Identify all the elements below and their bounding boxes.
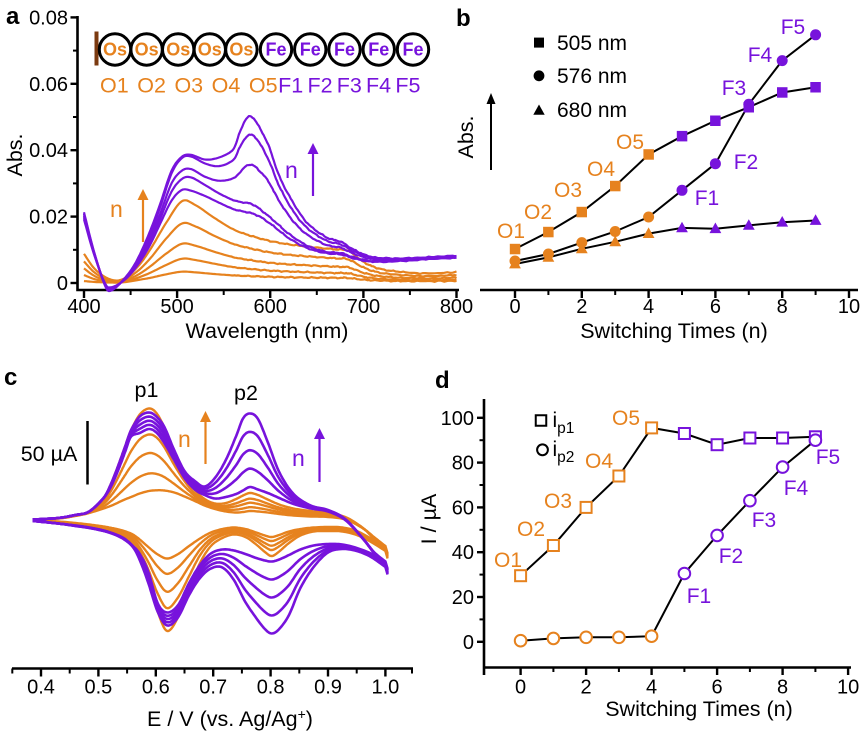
svg-text:0.7: 0.7: [199, 677, 227, 699]
svg-text:E / V (vs. Ag/Ag+): E / V (vs. Ag/Ag+): [147, 706, 313, 731]
svg-text:2: 2: [576, 296, 587, 318]
svg-text:0: 0: [509, 296, 520, 318]
svg-text:80: 80: [452, 453, 474, 475]
svg-text:1.0: 1.0: [371, 677, 399, 699]
svg-text:d: d: [435, 367, 450, 394]
svg-text:O5: O5: [249, 74, 278, 98]
svg-text:0.4: 0.4: [27, 677, 55, 699]
svg-text:O5: O5: [612, 407, 640, 430]
svg-text:O3: O3: [174, 74, 203, 98]
svg-text:Switching Times (n): Switching Times (n): [605, 697, 793, 721]
svg-text:O2: O2: [524, 201, 552, 224]
svg-text:F2: F2: [734, 151, 759, 174]
svg-text:n: n: [292, 445, 305, 471]
svg-text:O2: O2: [517, 518, 545, 541]
svg-text:F5: F5: [395, 74, 420, 98]
svg-text:800: 800: [440, 296, 473, 318]
svg-text:O1: O1: [494, 549, 522, 572]
svg-text:O5: O5: [616, 131, 644, 154]
svg-text:F5: F5: [816, 446, 841, 469]
svg-text:10: 10: [838, 296, 860, 318]
svg-text:0: 0: [463, 632, 474, 654]
svg-text:n: n: [110, 196, 123, 222]
svg-text:500: 500: [160, 296, 193, 318]
svg-text:2: 2: [581, 677, 592, 699]
svg-text:8: 8: [777, 296, 788, 318]
svg-text:0: 0: [57, 273, 68, 295]
svg-text:20: 20: [452, 587, 474, 609]
svg-text:Os: Os: [166, 40, 190, 60]
svg-text:0.8: 0.8: [257, 677, 285, 699]
svg-text:0.08: 0.08: [29, 7, 68, 29]
svg-text:F2: F2: [307, 74, 332, 98]
svg-text:600: 600: [254, 296, 287, 318]
svg-text:a: a: [6, 3, 20, 30]
svg-text:0.9: 0.9: [314, 677, 342, 699]
svg-text:F4: F4: [366, 74, 391, 98]
svg-text:10: 10: [837, 677, 859, 699]
svg-text:O4: O4: [587, 158, 615, 181]
svg-text:6: 6: [712, 677, 723, 699]
svg-text:p1: p1: [135, 378, 159, 402]
svg-text:6: 6: [710, 296, 721, 318]
svg-text:0.5: 0.5: [84, 677, 112, 699]
svg-text:Abs.: Abs.: [454, 115, 478, 158]
svg-text:I / µA: I / µA: [417, 493, 441, 544]
svg-text:F1: F1: [278, 74, 303, 98]
svg-text:c: c: [4, 364, 17, 391]
svg-text:F3: F3: [752, 509, 777, 532]
svg-text:F3: F3: [337, 74, 362, 98]
svg-text:O4: O4: [212, 74, 241, 98]
svg-text:Abs.: Abs.: [3, 133, 27, 176]
svg-text:Os: Os: [198, 40, 222, 60]
svg-text:0.06: 0.06: [29, 74, 68, 96]
svg-text:50 µA: 50 µA: [21, 442, 78, 466]
svg-text:b: b: [456, 5, 471, 32]
svg-text:O3: O3: [544, 490, 572, 513]
svg-text:Os: Os: [229, 40, 253, 60]
svg-text:Fe: Fe: [300, 40, 321, 60]
svg-text:O1: O1: [497, 220, 525, 243]
svg-text:O2: O2: [137, 74, 166, 98]
svg-text:F4: F4: [784, 477, 809, 500]
svg-text:Fe: Fe: [368, 40, 389, 60]
svg-text:F2: F2: [719, 545, 744, 568]
svg-text:8: 8: [777, 677, 788, 699]
svg-text:F5: F5: [781, 16, 806, 39]
svg-text:60: 60: [452, 497, 474, 519]
svg-text:Switching Times (n): Switching Times (n): [580, 319, 768, 343]
svg-text:0.6: 0.6: [142, 677, 170, 699]
svg-text:700: 700: [347, 296, 380, 318]
svg-text:40: 40: [452, 542, 474, 564]
svg-text:Os: Os: [103, 40, 127, 60]
svg-text:Wavelength (nm): Wavelength (nm): [186, 319, 349, 343]
svg-text:4: 4: [646, 677, 657, 699]
svg-text:Fe: Fe: [265, 40, 286, 60]
svg-text:O3: O3: [554, 179, 582, 202]
svg-text:505 nm: 505 nm: [557, 32, 627, 55]
svg-text:Os: Os: [135, 40, 159, 60]
svg-text:O1: O1: [100, 74, 129, 98]
svg-text:F3: F3: [722, 77, 747, 100]
svg-text:O4: O4: [585, 450, 613, 473]
svg-text:F1: F1: [695, 187, 720, 210]
svg-text:576 nm: 576 nm: [557, 65, 627, 88]
svg-text:100: 100: [441, 408, 474, 430]
svg-text:n: n: [285, 157, 298, 183]
svg-text:Fe: Fe: [334, 40, 355, 60]
svg-text:F1: F1: [687, 585, 712, 608]
svg-text:n: n: [178, 426, 191, 452]
svg-text:400: 400: [67, 296, 100, 318]
svg-text:0.02: 0.02: [29, 207, 68, 229]
svg-text:0: 0: [515, 677, 526, 699]
svg-text:Fe: Fe: [402, 40, 423, 60]
svg-text:F4: F4: [748, 44, 773, 67]
svg-text:p2: p2: [234, 381, 258, 405]
svg-text:0.04: 0.04: [29, 140, 68, 162]
svg-text:4: 4: [643, 296, 654, 318]
svg-text:680 nm: 680 nm: [557, 99, 627, 122]
